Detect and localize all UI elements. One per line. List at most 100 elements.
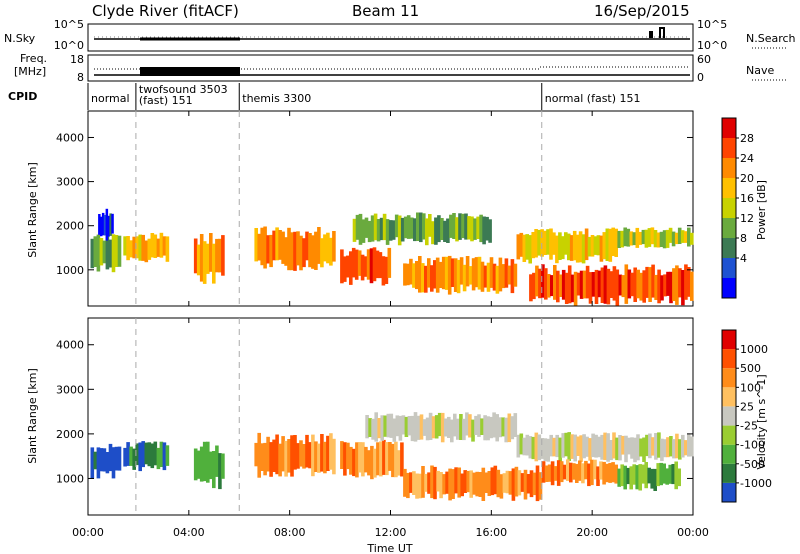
power-cell [444,256,449,290]
velocity-cell [492,412,496,438]
power-cell [510,259,515,294]
power-cell [605,228,610,261]
power-cell [620,230,624,248]
power-cell [415,261,419,290]
velocity-cell [364,446,368,473]
velocity-cell [153,441,158,466]
power-cell [376,219,381,242]
freq-left-tick-bottom: 8 [77,71,84,84]
velocity-cell [377,418,381,439]
velocity-cell [674,461,678,490]
power-y-axis: 4000 3000 2000 1000 [56,131,693,277]
power-cell [308,233,312,268]
velocity-colorbar-label: Velocity [m s^-1] [755,374,768,469]
velocity-cell [373,448,377,478]
power-colorbar-tick-label: 24 [740,152,754,165]
velocity-cell [555,434,559,458]
velocity-cell [513,413,518,437]
power-cell [424,265,428,293]
power-cell [618,274,623,296]
power-cell [403,216,408,239]
velocity-colorbar-tick-label: -25 [740,420,758,433]
velocity-cell [209,451,213,480]
velocity-cell [284,440,288,477]
velocity-colorbar-frame [721,329,737,503]
power-cell [159,232,164,258]
power-cell [483,265,488,288]
velocity-cell [559,461,564,483]
velocity-cell [611,462,615,483]
power-cell [623,227,627,247]
power-cell [599,235,604,262]
power-cell [278,230,282,260]
power-cell [585,265,590,299]
power-cell [378,252,383,279]
time-tick-label: 00:00 [677,526,709,539]
power-cell [489,257,494,288]
power-cell [364,217,369,238]
velocity-cell [451,469,455,499]
velocity-cell [594,434,598,458]
power-cell [556,270,560,303]
velocity-cell [531,436,536,460]
power-cell [547,274,551,298]
power-cell [385,219,390,245]
power-cell [287,227,291,271]
velocity-cell [645,434,649,457]
power-colorbar-tick-label: 20 [740,172,754,185]
power-cell [323,234,327,262]
power-cell [544,268,548,300]
power-cell [144,240,149,263]
power-cell [590,235,595,257]
beam-title: Beam 11 [352,2,419,20]
power-cell [400,217,405,242]
velocity-cell [472,472,476,495]
velocity-cell [677,468,681,487]
velocity-cell [421,466,425,498]
power-cell [452,213,456,239]
velocity-cell [648,433,652,459]
power-cell [555,235,559,264]
velocity-cell [660,438,664,462]
velocity-cell [525,434,530,456]
power-cell [513,263,518,287]
velocity-cell [108,443,113,472]
power-cell [570,274,575,303]
nsky-trace-spikes [649,27,665,38]
power-cell [363,256,368,277]
nave-label: Nave [746,64,774,77]
power-cell [638,231,643,245]
power-cell [677,227,682,244]
velocity-cell [544,465,549,482]
power-cell [215,238,219,273]
velocity-cell [599,461,603,480]
velocity-cell [196,450,201,479]
power-cell [156,238,161,257]
power-cell [370,215,375,242]
power-cell [591,272,596,297]
velocity-y-axis: 4000 3000 2000 1000 [56,339,693,485]
power-cell [535,265,539,297]
velocity-cell [443,418,448,437]
power-cell [522,234,527,262]
velocity-cell [537,434,542,461]
velocity-cell [413,412,418,442]
power-cell [449,214,453,238]
power-cell [357,250,362,276]
power-cell [648,267,652,302]
power-cell [531,232,535,259]
power-cell [427,258,431,288]
power-cell [367,220,372,243]
power-cell [391,220,396,240]
power-cell [561,269,566,300]
velocity-cell [202,441,207,482]
power-cell [647,228,652,247]
power-cell [663,274,667,297]
power-cell [96,234,101,272]
velocity-cell [428,412,433,440]
velocity-colorbar-tick-label: 1000 [740,343,768,356]
velocity-cell [626,467,630,485]
power-cell [358,213,363,245]
velocity-cell [602,461,606,485]
